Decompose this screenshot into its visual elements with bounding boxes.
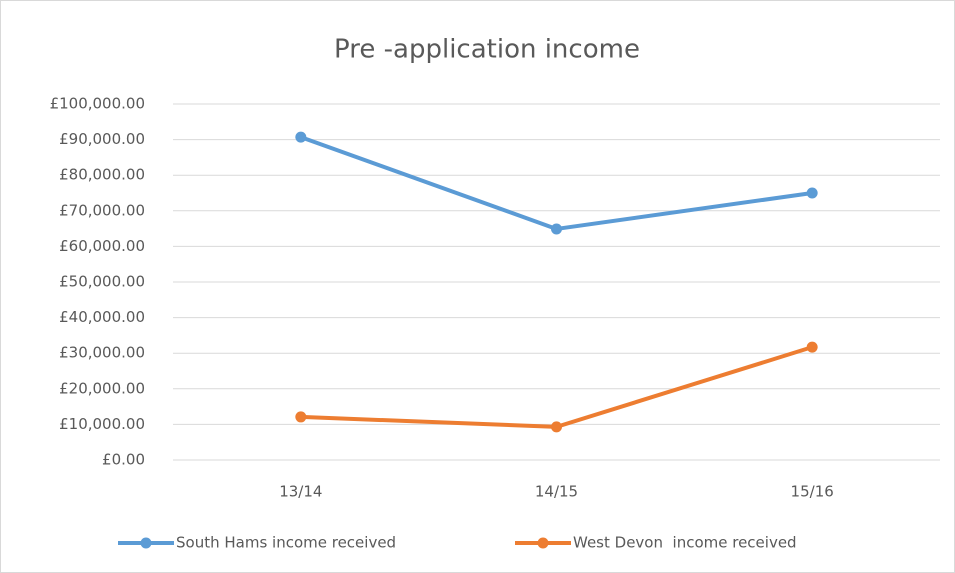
y-tick-label: £20,000.00: [59, 379, 145, 397]
point: [806, 341, 818, 353]
point: [551, 223, 562, 235]
y-tick-label: £30,000.00: [59, 344, 145, 362]
y-tick-label: £0.00: [102, 451, 145, 469]
x-tick-label: 14/15: [535, 483, 578, 501]
chart-title: Pre -application income: [334, 35, 640, 65]
legend-label: South Hams income received: [176, 534, 396, 552]
y-tick-label: £10,000.00: [59, 415, 145, 433]
y-tick-label: £60,000.00: [59, 237, 145, 255]
point: [295, 131, 307, 143]
legend-marker: [537, 537, 549, 549]
y-tick-label: £50,000.00: [59, 273, 145, 291]
legend-label: West Devon income received: [573, 534, 797, 552]
point: [295, 411, 307, 423]
x-tick-label: 13/14: [279, 483, 322, 501]
y-tick-label: £40,000.00: [59, 308, 145, 326]
y-tick-label: £100,000.00: [50, 95, 145, 113]
y-tick-label: £90,000.00: [59, 130, 145, 148]
legend-marker: [140, 537, 152, 549]
y-tick-label: £80,000.00: [59, 166, 145, 184]
y-tick-label: £70,000.00: [59, 201, 145, 219]
point: [551, 421, 562, 433]
x-tick-label: 15/16: [791, 483, 834, 501]
point: [806, 187, 818, 199]
